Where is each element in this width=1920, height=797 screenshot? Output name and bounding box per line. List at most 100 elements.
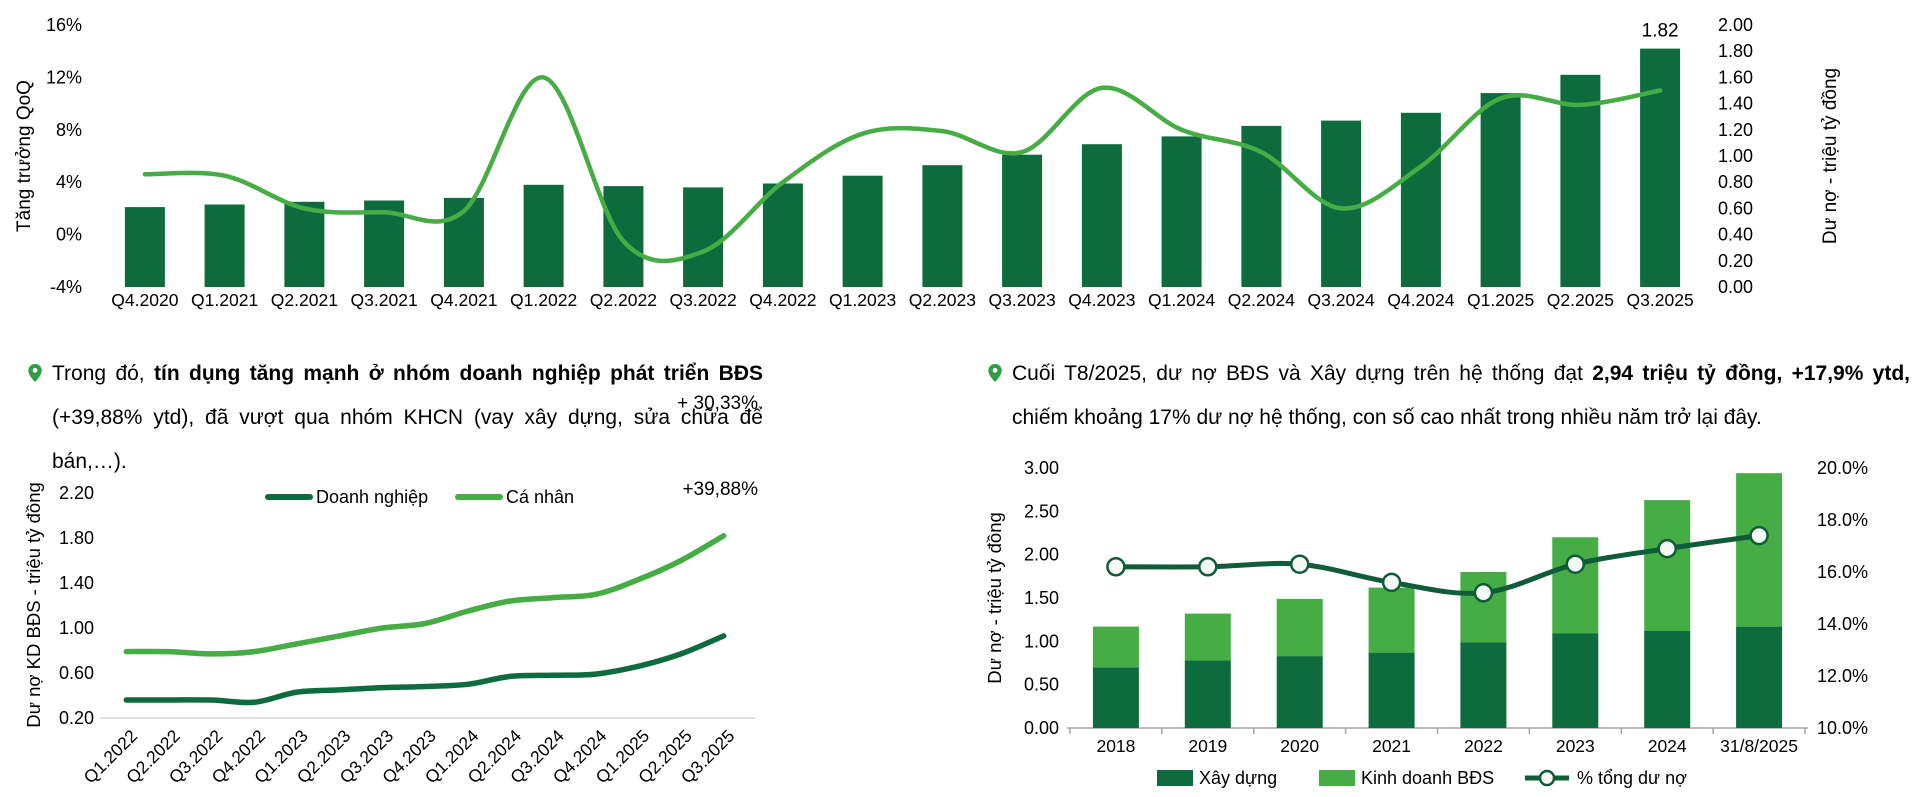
x-axis-label: Q1.2025 xyxy=(1467,290,1534,310)
x-axis-label: Q4.2024 xyxy=(1387,290,1454,310)
left-axis-tick: 12% xyxy=(46,67,82,87)
right-axis-tick: 1.80 xyxy=(1718,41,1753,61)
bullet-text-segment: Trong đó, xyxy=(52,362,154,385)
legend-swatch xyxy=(1319,770,1355,786)
x-axis-label: Q1.2024 xyxy=(1148,290,1215,310)
x-axis-label: Q3.2023 xyxy=(989,290,1056,310)
left-axis-tick: -4% xyxy=(50,277,82,297)
xay-dung-bar xyxy=(1644,630,1691,728)
kd-bds-lines-chart: 2.20 1.80 1.40 1.00 0.60 0.20 Dư nợ KD BĐS - t… xyxy=(23,393,758,787)
xay-dung-bar xyxy=(1276,656,1323,728)
bullet-left-text: Trong đó, tín dụng tăng mạnh ở nhóm doan… xyxy=(52,352,763,484)
du-no-bar xyxy=(922,165,963,287)
legend-label: Kinh doanh BĐS xyxy=(1361,768,1494,788)
bullet-text-segment: 2,94 triệu tỷ đồng, +17,9% ytd, xyxy=(1592,362,1910,385)
du-no-bar xyxy=(842,175,883,287)
x-axis-label: Q4.2023 xyxy=(1068,290,1135,310)
left-axis-tick: 3.00 xyxy=(1024,458,1059,478)
pct-line-marker xyxy=(1289,554,1310,574)
x-axis-label: Q3.2022 xyxy=(670,290,737,310)
left-axis-tick: 1.50 xyxy=(1024,588,1059,608)
bullet-left: Trong đó, tín dụng tăng mạnh ở nhóm doan… xyxy=(28,352,763,484)
kinh-doanh-bds-bar xyxy=(1368,587,1415,653)
pct-line-marker xyxy=(1381,572,1402,593)
right-axis-tick: 0.60 xyxy=(1718,198,1753,218)
y-axis-title: Dư nợ KD BĐS - triệu tỷ đồng xyxy=(23,482,44,728)
pct-line-marker xyxy=(1657,538,1677,559)
pct-line-marker xyxy=(1198,557,1218,577)
du-no-bar xyxy=(523,184,564,287)
du-no-bar xyxy=(1480,93,1521,287)
du-no-bar xyxy=(204,204,245,287)
xay-dung-bar xyxy=(1552,633,1599,728)
left-axis-title: Tăng trưởng QoQ xyxy=(14,80,35,232)
x-axis-label: Q2.2021 xyxy=(271,290,338,310)
legend-label: Xây dựng xyxy=(1199,768,1277,788)
left-axis-tick: 0.00 xyxy=(1024,718,1059,738)
kinh-doanh-bds-bar xyxy=(1092,626,1139,668)
system-bds-chart: 3.00 2.50 2.00 1.50 1.00 0.50 0.00 Dư nợ - triệ… xyxy=(985,458,1868,788)
right-axis-tick: 0.80 xyxy=(1718,172,1753,192)
kinh-doanh-bds-bar xyxy=(1276,598,1323,657)
x-axis-label: Q2.2024 xyxy=(1228,290,1295,310)
annotation-ca-nhan: + 30,33% xyxy=(677,393,758,414)
kinh-doanh-bds-bar xyxy=(1460,572,1507,643)
right-axis-tick: 0.00 xyxy=(1718,277,1753,297)
x-axis-label: Q4.2020 xyxy=(111,290,178,310)
du-no-bar xyxy=(284,201,325,287)
x-axis-label: Q1.2022 xyxy=(510,290,577,310)
du-no-bar xyxy=(762,183,803,287)
left-axis-tick: 8% xyxy=(56,120,82,140)
du-no-bar xyxy=(1002,154,1043,287)
left-axis-tick: 4% xyxy=(56,172,82,192)
pct-line-marker xyxy=(1106,557,1126,577)
qoq-growth-line xyxy=(142,75,1663,264)
right-axis-tick: 12.0% xyxy=(1817,666,1868,686)
du-no-bar xyxy=(683,187,724,287)
y-axis-tick: 1.40 xyxy=(59,573,94,593)
du-no-bar xyxy=(1161,136,1202,287)
right-axis-tick: 2.00 xyxy=(1718,15,1753,35)
x-axis-label: 2018 xyxy=(1096,736,1135,756)
x-axis-label: Q2.2023 xyxy=(909,290,976,310)
x-axis-label: 2020 xyxy=(1280,736,1319,756)
x-axis-label: Q3.2021 xyxy=(351,290,418,310)
bar-value-label: 1.82 xyxy=(1642,21,1679,42)
x-axis-label: 2021 xyxy=(1372,736,1411,756)
x-axis-label: Q3.2024 xyxy=(1308,290,1375,310)
legend-marker xyxy=(1538,769,1556,787)
left-axis-tick: 1.00 xyxy=(1024,631,1059,651)
xay-dung-bar xyxy=(1736,626,1783,728)
pct-line-marker xyxy=(1473,583,1494,603)
bullet-right: Cuối T8/2025, dư nợ BĐS và Xây dựng trên… xyxy=(988,352,1910,440)
bullet-text-segment: (+39,88% ytd), đã vượt qua nhóm KHCN (va… xyxy=(52,406,763,473)
xay-dung-bar xyxy=(1092,667,1139,728)
du-no-bar xyxy=(1400,112,1441,287)
credit-qoq-chart: 16% 12% 8% 4% 0% -4% Tăng trưởng QoQ 2.00 1.80 1.… xyxy=(14,15,1841,310)
right-axis-tick: 0.40 xyxy=(1718,225,1753,245)
right-axis-tick: 14.0% xyxy=(1817,614,1868,634)
right-axis-tick: 10.0% xyxy=(1817,718,1868,738)
x-axis-label: 2022 xyxy=(1464,736,1503,756)
x-axis-label: Q2.2025 xyxy=(1547,290,1614,310)
kinh-doanh-bds-bar xyxy=(1184,613,1231,661)
y-axis-tick: 0.20 xyxy=(59,708,94,728)
du-no-bar xyxy=(1640,48,1681,287)
x-axis-label: Q3.2025 xyxy=(1627,290,1694,310)
x-axis-label: Q4.2022 xyxy=(749,290,816,310)
y-axis-tick: 1.80 xyxy=(59,528,94,548)
right-axis-tick: 18.0% xyxy=(1817,510,1868,530)
kinh-doanh-bds-bar xyxy=(1552,537,1599,634)
legend-label: % tổng dư nợ xyxy=(1577,768,1687,788)
annotation-doanh-nghiep: +39,88% xyxy=(682,479,758,500)
right-axis-tick: 1.60 xyxy=(1718,67,1753,87)
legend-label: Cá nhân xyxy=(506,487,574,507)
du-no-bar xyxy=(124,207,165,287)
du-no-bar xyxy=(1560,74,1601,287)
bullet-text-segment: chiếm khoảng 17% dư nợ hệ thống, con số … xyxy=(1012,406,1762,429)
series-line-doanh-nghiep xyxy=(123,633,727,706)
left-axis-tick: 0% xyxy=(56,225,82,245)
x-axis-label: Q4.2021 xyxy=(430,290,497,310)
y-axis-tick: 2.20 xyxy=(59,483,94,503)
